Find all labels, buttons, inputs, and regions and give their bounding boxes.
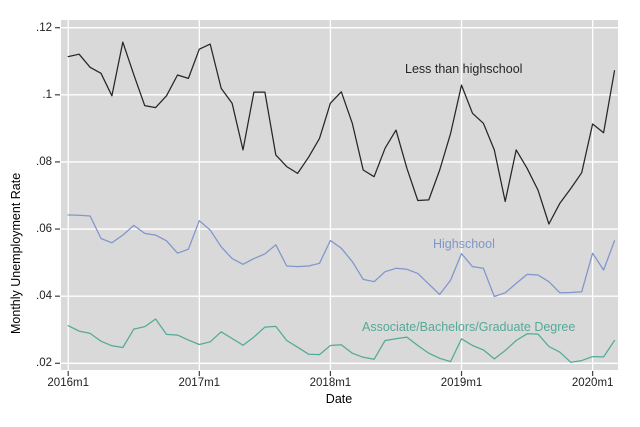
y-tick-label: .12 [36,21,52,34]
x-tick-label: 2016m1 [47,377,89,389]
series-label-1: Highschool [433,237,495,251]
plot-background [61,20,618,370]
series-line-2 [67,318,616,363]
y-tick-label: .08 [36,155,52,168]
y-tick-label: .06 [36,223,52,236]
x-axis-title: Date [325,392,353,406]
x-tick-label: 2017m1 [178,377,221,389]
series-line-1 [67,214,616,298]
y-axis-title: Monthly Unemployment Rate [9,172,23,334]
series-line-0 [67,41,616,225]
series-label-0: Less than highschool [405,62,523,76]
y-tick-label: .1 [42,88,52,101]
x-tick-label: 2019m1 [440,377,483,389]
x-tick-label: 2018m1 [309,377,352,389]
series-label-2: Associate/Bachelors/Graduate Degree [362,320,576,334]
y-tick-label: .04 [36,290,52,303]
x-tick-label: 2020m1 [571,377,614,389]
y-tick-label: .02 [36,357,52,370]
